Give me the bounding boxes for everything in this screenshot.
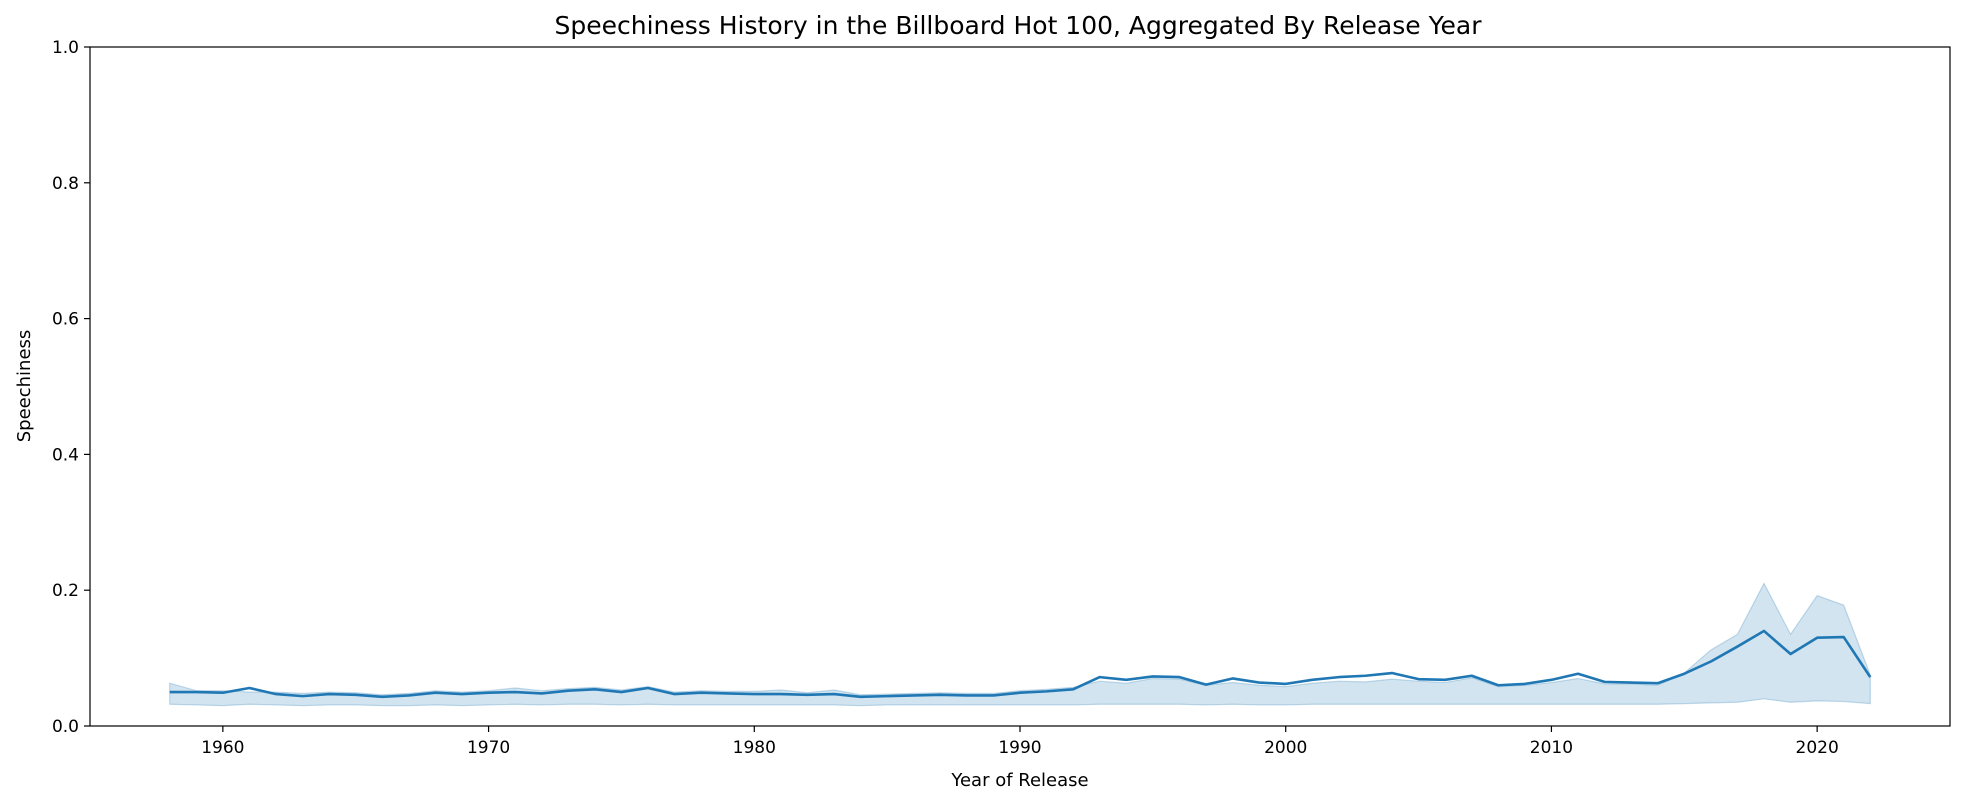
y-tick-label: 0.2 bbox=[52, 581, 79, 601]
plot-frame bbox=[89, 46, 1951, 727]
x-tick-label: 1980 bbox=[733, 738, 776, 758]
y-tick-label: 1.0 bbox=[52, 38, 79, 58]
x-tick-label: 1960 bbox=[201, 738, 244, 758]
y-tick-label: 0.6 bbox=[52, 310, 79, 330]
y-tick-label: 0.8 bbox=[52, 174, 79, 194]
series-line bbox=[169, 629, 1872, 699]
x-axis-title: Year of Release bbox=[950, 770, 1088, 791]
y-axis-title: Speechiness bbox=[14, 330, 35, 443]
plot-area bbox=[169, 582, 1872, 707]
chart-title: Speechiness History in the Billboard Hot… bbox=[554, 11, 1482, 40]
y-tick-label: 0.0 bbox=[52, 717, 79, 737]
y-tick-label: 0.4 bbox=[52, 445, 79, 465]
x-tick-label: 2020 bbox=[1796, 738, 1839, 758]
x-axis: 1960 1970 1980 1990 2000 2010 2020 bbox=[201, 726, 1839, 758]
x-tick-label: 2010 bbox=[1530, 738, 1573, 758]
x-tick-label: 1990 bbox=[998, 738, 1041, 758]
y-axis: 0.0 0.2 0.4 0.6 0.8 1.0 bbox=[52, 38, 90, 737]
x-tick-label: 2000 bbox=[1264, 738, 1307, 758]
confidence-band bbox=[169, 582, 1871, 707]
x-tick-label: 1970 bbox=[467, 738, 510, 758]
